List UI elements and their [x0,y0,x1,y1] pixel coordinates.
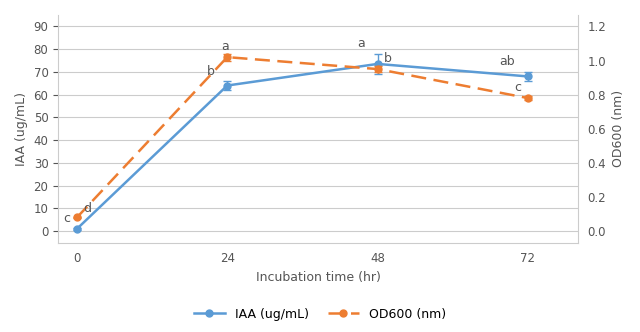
Text: ab: ab [500,55,515,68]
Line: IAA (ug/mL): IAA (ug/mL) [74,60,531,232]
Y-axis label: IAA (ug/mL): IAA (ug/mL) [15,92,28,166]
IAA (ug/mL) [374,62,381,66]
Text: b: b [207,64,215,78]
OD600 (nm) [73,215,81,219]
Text: a: a [221,40,228,53]
IAA (ug/mL) [524,74,532,78]
Text: a: a [357,37,365,50]
Y-axis label: OD600 (nm): OD600 (nm) [612,90,625,167]
OD600 (nm) [223,55,231,59]
X-axis label: Incubation time (hr): Incubation time (hr) [255,271,381,284]
OD600 (nm) [524,96,532,100]
Text: d: d [83,202,92,215]
Text: c: c [63,212,70,225]
Legend: IAA (ug/mL), OD600 (nm): IAA (ug/mL), OD600 (nm) [189,303,451,326]
IAA (ug/mL) [223,84,231,88]
IAA (ug/mL) [73,227,81,231]
Text: c: c [515,81,522,94]
Line: OD600 (nm): OD600 (nm) [74,54,531,221]
Text: b: b [384,52,392,65]
OD600 (nm) [374,67,381,71]
